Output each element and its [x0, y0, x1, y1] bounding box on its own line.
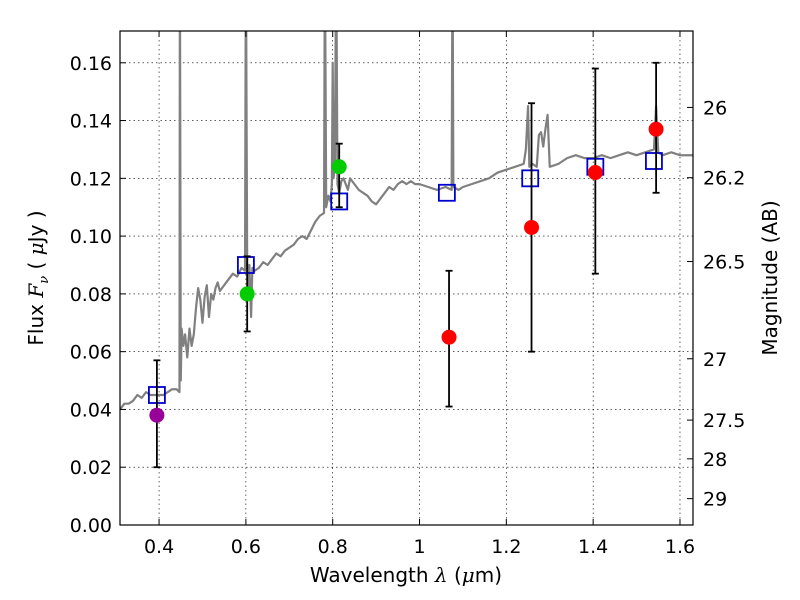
plot-data	[120, 31, 693, 469]
observed-flux-point	[149, 407, 165, 423]
mag-tick-label: 26.2	[703, 168, 745, 190]
mag-tick-label: 26.5	[703, 252, 745, 274]
mag-tick-label: 26	[703, 97, 727, 119]
observed-flux-point	[441, 329, 457, 345]
y-tick-label: 0.00	[70, 515, 112, 537]
model-spectrum-line	[120, 31, 693, 411]
y-tick-label: 0.16	[70, 53, 112, 75]
y-tick-label: 0.12	[70, 168, 112, 190]
axis-ticks: 0.4 0.6 0.8 1 1.2 1.4 1.6 0.00 0.02 0.04 0.06 0.08 0…	[70, 31, 745, 558]
x-tick-label: 0.6	[231, 536, 261, 558]
mag-tick-label: 28	[703, 449, 727, 471]
observed-flux-point	[648, 121, 664, 137]
observed-flux-point	[524, 219, 540, 235]
observed-flux-point	[331, 159, 347, 175]
model-photometry-square	[437, 183, 456, 202]
grid-lines	[120, 31, 693, 526]
mag-tick-label: 27	[703, 349, 727, 371]
y-tick-label: 0.02	[70, 457, 112, 479]
y-tick-label: 0.10	[70, 226, 112, 248]
x-axis-label: Wavelength λ (μm)	[310, 563, 502, 587]
observed-flux-point	[239, 286, 255, 302]
mag-tick-label: 27.5	[703, 410, 745, 432]
y-axis-label: Flux Fν ( μJy )	[24, 210, 52, 345]
y-tick-label: 0.04	[70, 399, 112, 421]
x-tick-label: 0.8	[318, 536, 348, 558]
mag-tick-label: 29	[703, 489, 727, 511]
x-tick-label: 0.4	[144, 536, 174, 558]
y2-axis-label: Magnitude (AB)	[758, 200, 782, 355]
x-tick-label: 1	[413, 536, 425, 558]
x-tick-label: 1.4	[578, 536, 608, 558]
x-tick-label: 1.6	[665, 536, 695, 558]
y-tick-label: 0.08	[70, 284, 112, 306]
observed-flux-point	[587, 165, 603, 181]
model-photometry-square	[645, 152, 663, 170]
model-photometry-square	[521, 169, 540, 188]
plot-frame	[119, 30, 694, 526]
y-tick-label: 0.14	[70, 111, 112, 133]
x-tick-label: 1.2	[491, 536, 521, 558]
y-tick-label: 0.06	[70, 342, 112, 364]
